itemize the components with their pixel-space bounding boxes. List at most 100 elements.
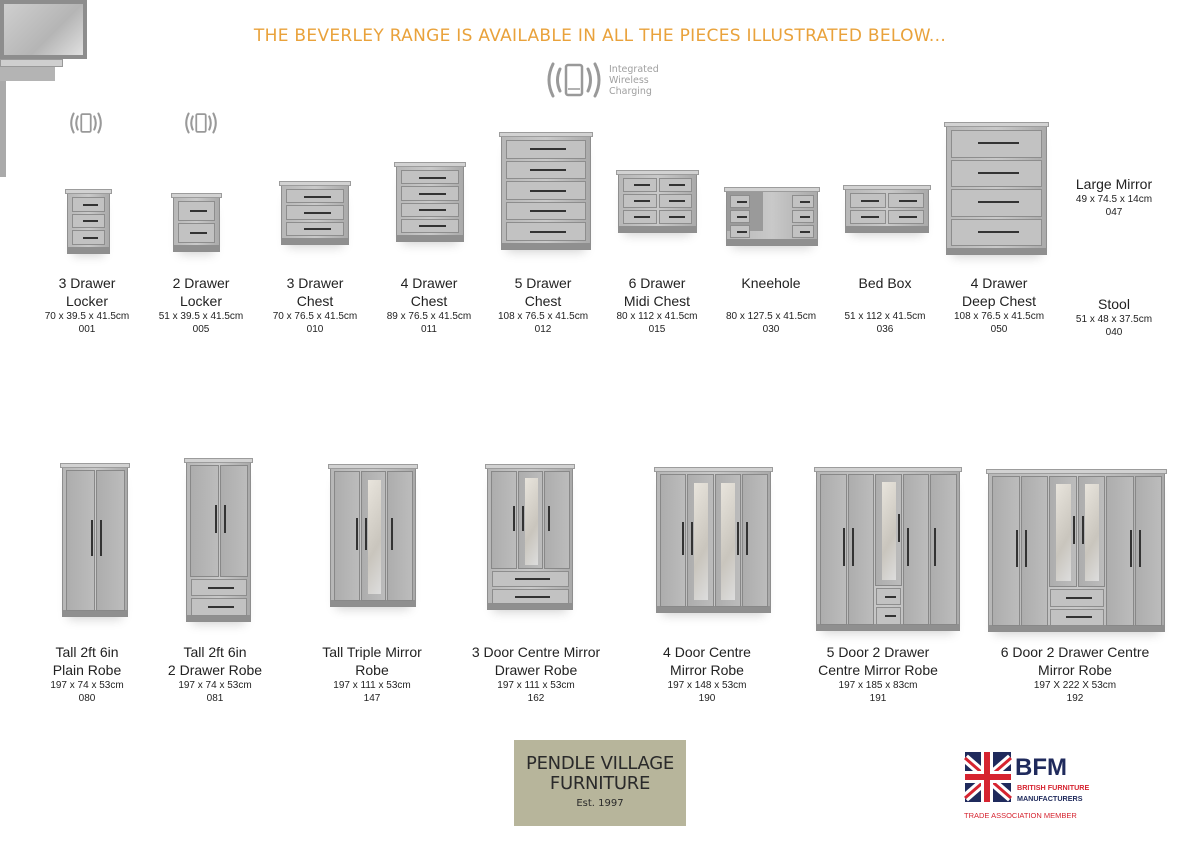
2-drawer-locker-image bbox=[171, 193, 222, 252]
3-drawer-locker-image bbox=[65, 189, 112, 254]
door-handle bbox=[391, 517, 394, 550]
plinth bbox=[727, 239, 817, 245]
drawer-handle bbox=[82, 237, 99, 240]
product-card: 3 Drawer Locker 70 x 39.5 x 41.5cm 001 bbox=[12, 274, 162, 336]
product-card: 3 Drawer Chest 70 x 76.5 x 41.5cm 010 bbox=[240, 274, 390, 336]
mirror-door bbox=[1077, 476, 1105, 587]
product-name: Chest bbox=[296, 293, 334, 309]
product-name: Stool bbox=[1098, 296, 1130, 312]
drawer bbox=[401, 202, 459, 217]
product-code: 192 bbox=[1066, 693, 1084, 704]
product-card: 5 Drawer Chest 108 x 76.5 x 41.5cm 012 bbox=[468, 274, 618, 336]
product-name: Drawer Robe bbox=[494, 662, 578, 678]
door-handle bbox=[1072, 515, 1075, 544]
worktop bbox=[328, 464, 418, 469]
wireless-charging-icon bbox=[70, 112, 102, 134]
wireless-line: Charging bbox=[609, 85, 652, 97]
drawer-handle bbox=[633, 216, 650, 219]
worktop bbox=[485, 464, 575, 469]
5-door-robe-image bbox=[814, 467, 962, 631]
wireless-charging-icon bbox=[185, 112, 217, 134]
product-dimensions: 197 x 74 x 53cm bbox=[178, 680, 252, 691]
mirror-panel bbox=[1056, 483, 1071, 582]
product-dimensions: 51 x 112 x 41.5cm bbox=[844, 311, 926, 322]
drawer bbox=[730, 195, 750, 208]
wardrobe-door bbox=[387, 471, 413, 601]
product-dimensions: 51 x 48 x 37.5cm bbox=[1075, 314, 1153, 325]
drawer-handle bbox=[1066, 616, 1092, 619]
product-name: Tall Triple Mirror bbox=[322, 644, 422, 660]
drawer-handle bbox=[899, 199, 917, 202]
door-handle bbox=[1081, 515, 1084, 544]
drawer-handle bbox=[1066, 596, 1092, 599]
drawer bbox=[623, 210, 657, 224]
product-dimensions: 70 x 76.5 x 41.5cm bbox=[272, 311, 358, 322]
drawer-handle bbox=[884, 595, 897, 598]
wardrobe-door bbox=[660, 474, 687, 607]
product-card: Kneehole 80 x 127.5 x 41.5cm 030 bbox=[696, 274, 846, 336]
door-handle bbox=[745, 521, 748, 555]
product-code: 012 bbox=[534, 324, 552, 335]
drawer bbox=[876, 587, 901, 606]
product-code: 191 bbox=[869, 693, 887, 704]
drawer-handle bbox=[977, 230, 1020, 233]
product-code: 147 bbox=[363, 693, 381, 704]
door-handle bbox=[1138, 529, 1141, 567]
kneehole-image bbox=[724, 187, 820, 246]
drawer-handle bbox=[303, 211, 331, 214]
drawer bbox=[1050, 608, 1104, 626]
plinth bbox=[817, 624, 959, 630]
5-drawer-chest-image bbox=[499, 132, 593, 250]
drawer-handle bbox=[529, 210, 567, 213]
drawer-handle bbox=[514, 578, 551, 581]
product-name: 6 Drawer bbox=[628, 275, 686, 291]
drawer bbox=[191, 578, 247, 597]
stool-apron bbox=[0, 67, 55, 81]
product-card: 6 Drawer Midi Chest 80 x 112 x 41.5cm 015 bbox=[582, 274, 732, 336]
drawer bbox=[792, 195, 814, 208]
product-dimensions: 197 x 111 x 53cm bbox=[497, 680, 575, 691]
worktop bbox=[60, 463, 130, 468]
plinth bbox=[488, 603, 572, 609]
bfm-line: MANUFACTURERS bbox=[1017, 794, 1083, 803]
6-drawer-midi-chest-image bbox=[616, 170, 699, 233]
triple-mirror-robe-image bbox=[328, 464, 418, 607]
door-handle bbox=[1024, 529, 1027, 567]
product-card: 4 Door Centre Mirror Robe 197 x 148 x 53cm… bbox=[632, 643, 782, 705]
product-code: 081 bbox=[206, 693, 224, 704]
drawer-handle bbox=[737, 215, 747, 218]
product-dimensions: 80 x 112 x 41.5cm bbox=[616, 311, 698, 322]
drawer bbox=[1050, 589, 1104, 607]
door-handle bbox=[842, 527, 845, 566]
worktop bbox=[654, 467, 773, 472]
product-name: 2 Drawer bbox=[172, 275, 230, 291]
product-range: 3 Drawer Locker 70 x 39.5 x 41.5cm 001 2 Dra… bbox=[0, 0, 1200, 704]
drawer bbox=[792, 225, 814, 238]
wardrobe-door bbox=[96, 470, 125, 611]
drawer bbox=[888, 193, 924, 208]
drawer-handle bbox=[861, 216, 879, 219]
product-name: 4 Drawer bbox=[400, 275, 458, 291]
2-drawer-robe-image bbox=[184, 458, 253, 622]
door-handle bbox=[512, 506, 515, 532]
product-code: 080 bbox=[78, 693, 96, 704]
worktop bbox=[814, 467, 962, 472]
worktop bbox=[616, 170, 699, 175]
product-name: Centre Mirror Robe bbox=[818, 662, 938, 678]
product-name: Deep Chest bbox=[962, 293, 1036, 309]
drawer-handle bbox=[303, 228, 331, 231]
drawer-handle bbox=[977, 201, 1020, 204]
drawer-handle bbox=[418, 209, 446, 211]
3-drawer-chest-image bbox=[279, 181, 351, 245]
drawer bbox=[191, 598, 247, 616]
product-card: Tall Triple Mirror Robe 197 x 111 x 53cm 14… bbox=[297, 643, 447, 705]
product-dimensions: 70 x 39.5 x 41.5cm bbox=[44, 311, 130, 322]
drawer-handle bbox=[529, 169, 567, 172]
worktop bbox=[843, 185, 931, 190]
product-name: Mirror Robe bbox=[1038, 662, 1112, 678]
drawer-handle bbox=[737, 200, 747, 203]
product-name: 3 Door Centre Mirror bbox=[471, 644, 601, 660]
bed-box-image bbox=[843, 185, 931, 233]
wardrobe-door bbox=[334, 471, 360, 601]
drawer bbox=[506, 160, 586, 180]
